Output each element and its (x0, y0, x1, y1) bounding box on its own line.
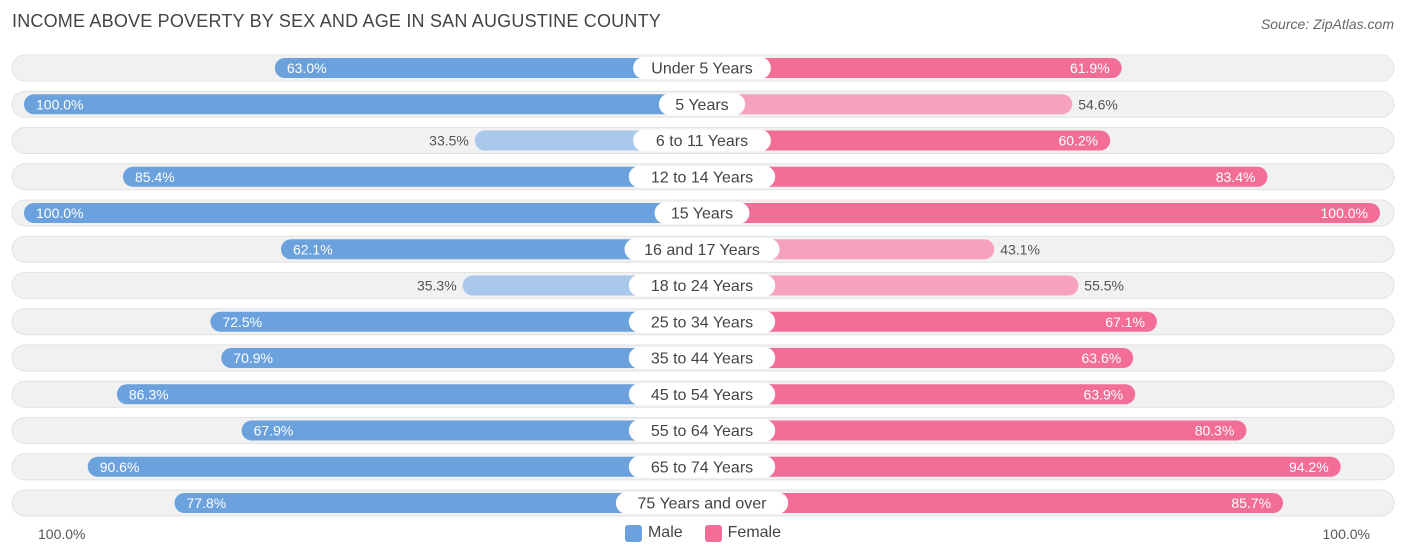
female-bar (702, 493, 1284, 513)
male-bar (241, 420, 702, 441)
female-value-label: 43.1% (1000, 241, 1040, 257)
male-value-label: 90.6% (100, 459, 140, 475)
category-label: Under 5 Years (651, 61, 752, 78)
axis-left-label: 100.0% (38, 526, 86, 542)
male-bar (116, 384, 703, 405)
male-value-label: 33.5% (429, 133, 469, 149)
female-value-label: 80.3% (1195, 423, 1235, 439)
female-value-label: 55.5% (1084, 278, 1124, 294)
male-bar (221, 348, 702, 368)
category-pill (624, 238, 780, 261)
male-bar (280, 239, 702, 260)
female-bar (702, 456, 1341, 477)
male-value-label: 77.8% (187, 495, 227, 511)
male-bar (24, 94, 702, 115)
category-pill (628, 419, 776, 442)
category-label: 5 Years (675, 97, 728, 114)
category-pill (628, 165, 776, 188)
category-label: 45 to 54 Years (651, 387, 753, 404)
male-value-label: 85.4% (135, 169, 175, 185)
female-bar (702, 420, 1247, 441)
legend: Male Female (0, 524, 1406, 542)
female-bar (702, 203, 1380, 223)
female-value-label: 63.6% (1082, 350, 1122, 366)
category-label: 18 to 24 Years (651, 278, 753, 295)
axis-right-label: 100.0% (1322, 526, 1370, 542)
male-bar (87, 456, 703, 477)
category-pill (654, 202, 750, 224)
legend-swatch-male (624, 524, 642, 542)
male-bar (174, 493, 703, 513)
male-value-label: 62.1% (293, 241, 333, 257)
female-value-label: 60.2% (1058, 133, 1098, 149)
category-pill (615, 492, 789, 514)
category-label: 35 to 44 Years (651, 351, 753, 368)
female-value-label: 63.9% (1084, 386, 1124, 402)
legend-item-female: Female (704, 524, 782, 542)
category-label: 16 and 17 Years (644, 242, 760, 259)
female-bar (702, 275, 1079, 296)
category-label: 12 to 14 Years (651, 169, 753, 186)
category-label: 25 to 34 Years (651, 314, 753, 331)
female-bar (702, 166, 1268, 187)
category-label: 75 Years and over (638, 496, 768, 513)
category-label: 55 to 64 Years (651, 423, 753, 440)
category-pill (628, 274, 776, 297)
female-value-label: 94.2% (1289, 459, 1329, 475)
female-bar (702, 311, 1157, 332)
male-value-label: 67.9% (254, 423, 294, 439)
male-bar (274, 58, 702, 78)
female-bar (702, 130, 1111, 151)
diverging-bar-chart: 63.0% 61.9% Under 5 Years 100.0% 54.6% 5 Year… (11, 54, 1395, 517)
category-pill (658, 93, 746, 116)
legend-swatch-female (704, 524, 722, 542)
category-pill (628, 347, 776, 369)
male-value-label: 70.9% (233, 350, 273, 366)
male-value-label: 63.0% (287, 60, 327, 76)
male-bar (210, 311, 702, 332)
category-pill (628, 310, 776, 333)
male-value-label: 100.0% (36, 205, 83, 221)
legend-label-female: Female (727, 524, 782, 541)
category-label: 65 to 74 Years (651, 459, 753, 476)
category-label: 15 Years (671, 206, 733, 223)
male-value-label: 35.3% (417, 278, 457, 294)
female-value-label: 83.4% (1216, 169, 1256, 185)
category-pill (633, 129, 771, 152)
male-value-label: 72.5% (222, 314, 262, 330)
legend-item-male: Male (624, 524, 683, 542)
male-bar (122, 166, 703, 187)
male-value-label: 100.0% (36, 96, 83, 112)
female-value-label: 100.0% (1321, 205, 1368, 221)
category-pill (628, 455, 776, 478)
category-pill (628, 383, 776, 406)
male-bar (24, 203, 702, 223)
category-pill (633, 57, 771, 79)
female-bar (702, 348, 1134, 368)
category-label: 6 to 11 Years (656, 133, 748, 150)
source-credit: Source: ZipAtlas.com (1260, 16, 1394, 32)
legend-label-male: Male (647, 524, 683, 541)
female-bar (702, 94, 1073, 115)
female-value-label: 67.1% (1105, 314, 1145, 330)
female-value-label: 54.6% (1078, 96, 1118, 112)
male-value-label: 86.3% (129, 386, 169, 402)
female-bar (702, 384, 1136, 405)
female-value-label: 61.9% (1070, 60, 1110, 76)
female-value-label: 85.7% (1231, 495, 1271, 511)
chart-title: INCOME ABOVE POVERTY BY SEX AND AGE IN S… (12, 11, 661, 31)
female-bar (702, 58, 1122, 78)
